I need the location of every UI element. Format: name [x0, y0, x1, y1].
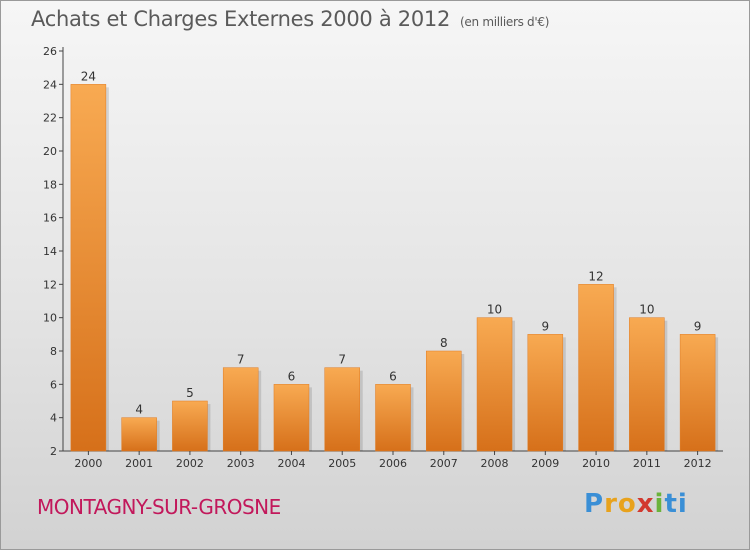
chart-subtitle: (en milliers d'€)	[460, 15, 550, 29]
y-tick-label: 4	[50, 412, 57, 425]
x-tick-label: 2007	[430, 457, 458, 470]
bar-value-label: 9	[541, 319, 549, 333]
y-tick-label: 8	[50, 345, 57, 358]
bar	[629, 317, 665, 452]
y-tick-label: 14	[43, 245, 57, 258]
bar-value-label: 24	[81, 69, 96, 83]
bar	[273, 384, 310, 452]
bar-value-label: 6	[389, 369, 397, 383]
x-tick-label: 2010	[582, 457, 610, 470]
x-tick-label: 2001	[125, 457, 153, 470]
chart-title-text: Achats et Charges Externes 2000 à 2012	[31, 7, 451, 31]
location-name: MONTAGNY-SUR-GROSNE	[37, 495, 281, 519]
y-tick-label: 22	[43, 112, 57, 125]
y-tick-label: 20	[43, 145, 57, 158]
x-tick-label: 2005	[328, 457, 356, 470]
x-tick-label: 2006	[379, 457, 407, 470]
bar-value-label: 8	[440, 336, 448, 350]
y-tick-label: 6	[50, 378, 57, 391]
x-tick-label: 2003	[227, 457, 255, 470]
bar	[172, 400, 208, 452]
bar-value-label: 7	[237, 353, 245, 367]
bar-value-label: 7	[338, 353, 346, 367]
x-tick-label: 2002	[176, 457, 204, 470]
bar-value-label: 10	[639, 303, 654, 317]
chart-title: Achats et Charges Externes 2000 à 2012 (e…	[31, 7, 549, 31]
x-tick-label: 2000	[74, 457, 102, 470]
y-tick-label: 2	[50, 445, 57, 458]
bar	[578, 284, 614, 452]
y-tick-label: 16	[43, 212, 57, 225]
bar	[222, 367, 259, 452]
bar	[476, 317, 513, 452]
x-tick-label: 2008	[481, 457, 509, 470]
y-tick-label: 10	[43, 312, 57, 325]
bar-value-label: 10	[487, 303, 502, 317]
x-tick-label: 2012	[684, 457, 712, 470]
bar-value-label: 9	[694, 319, 702, 333]
bar	[527, 334, 564, 452]
x-tick-label: 2011	[633, 457, 661, 470]
x-tick-label: 2004	[277, 457, 305, 470]
proxiti-logo: Proxiti	[584, 489, 688, 519]
bar	[375, 384, 411, 452]
bar	[324, 367, 360, 452]
bar	[121, 417, 157, 452]
bar	[70, 84, 107, 452]
y-tick-label: 18	[43, 178, 57, 191]
bar	[679, 334, 716, 452]
bar	[426, 350, 462, 452]
y-tick-label: 24	[43, 78, 57, 91]
x-tick-label: 2009	[531, 457, 559, 470]
bar-value-label: 6	[288, 369, 296, 383]
y-tick-label: 12	[43, 278, 57, 291]
bar-value-label: 5	[186, 386, 194, 400]
bar-value-label: 12	[588, 269, 603, 283]
y-tick-label: 26	[43, 45, 57, 58]
bar-value-label: 4	[135, 403, 143, 417]
